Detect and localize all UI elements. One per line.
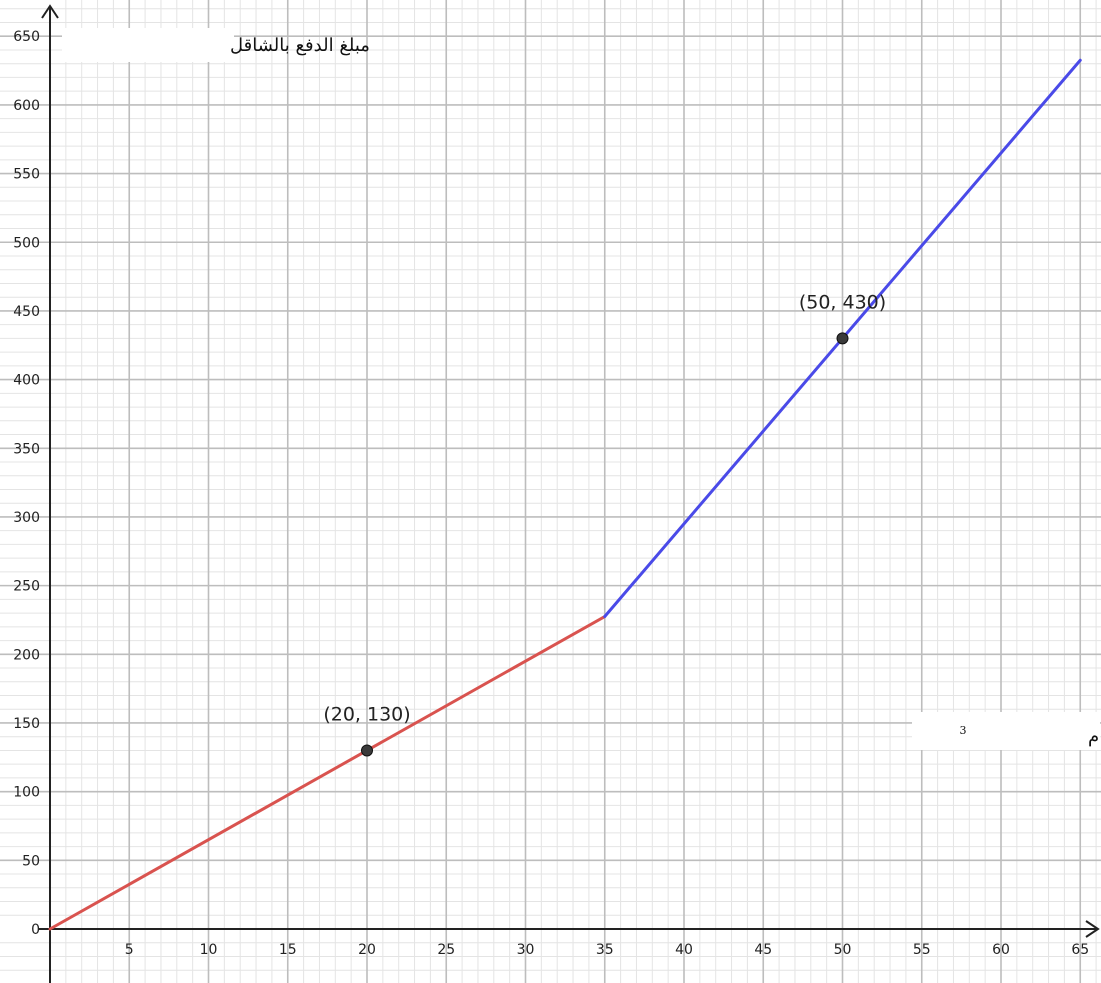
- x-tick-label: 40: [675, 942, 693, 958]
- y-tick-label: 350: [13, 441, 40, 457]
- x-tick-label: 15: [279, 942, 297, 958]
- x-tick-label: 35: [596, 942, 614, 958]
- y-tick-label: 600: [13, 98, 40, 114]
- x-tick-label: 65: [1071, 942, 1089, 958]
- data-point: [361, 744, 373, 757]
- x-axis-label: كمية المياه م: [1088, 726, 1101, 747]
- y-tick-label: 550: [13, 167, 40, 183]
- y-tick-label: 50: [22, 853, 40, 869]
- series-lines: [48, 58, 1082, 931]
- axes: [38, 4, 1100, 983]
- data-point: [836, 332, 849, 345]
- y-tick-label: 200: [13, 647, 40, 663]
- x-axis-label-superscript: 3: [960, 724, 967, 737]
- x-tick-label: 20: [358, 942, 376, 958]
- x-tick-label: 50: [834, 942, 852, 958]
- x-tick-label: 55: [913, 942, 931, 958]
- x-tick-label: 5: [125, 942, 134, 958]
- y-tick-label: 500: [13, 235, 40, 251]
- tick-labels: 5 10 15 20 25 30 35 40 45 50 55 60 65050100150200250…: [13, 29, 1089, 958]
- x-tick-label: 45: [754, 942, 772, 958]
- x-tick-label: 30: [517, 942, 535, 958]
- y-tick-label: 0: [31, 922, 40, 938]
- x-tick-label: 10: [200, 942, 218, 958]
- data-points: (20, 130) (50, 430): [323, 291, 886, 757]
- y-tick-label: 650: [13, 29, 40, 45]
- y-tick-label: 450: [13, 304, 40, 320]
- x-axis-label-bg: [912, 712, 1100, 750]
- x-axis-arrow: [1085, 920, 1100, 938]
- series-line-1: [48, 615, 607, 931]
- y-tick-label: 100: [13, 785, 40, 801]
- y-tick-label: 400: [13, 373, 40, 389]
- y-axis-label: مبلغ الدفع بالشاقل: [230, 35, 370, 56]
- y-axis-label-bg: [62, 28, 234, 62]
- y-axis-arrow: [41, 4, 59, 19]
- y-tick-label: 250: [13, 579, 40, 595]
- data-point-label: (20, 130): [323, 703, 410, 725]
- data-point-label: (50, 430): [799, 291, 886, 313]
- y-tick-label: 300: [13, 510, 40, 526]
- axis-labels: مبلغ الدفع بالشاقل كمية المياه م 3: [62, 28, 1101, 750]
- y-tick-label: 150: [13, 716, 40, 732]
- x-tick-label: 25: [437, 942, 455, 958]
- x-tick-label: 60: [992, 942, 1010, 958]
